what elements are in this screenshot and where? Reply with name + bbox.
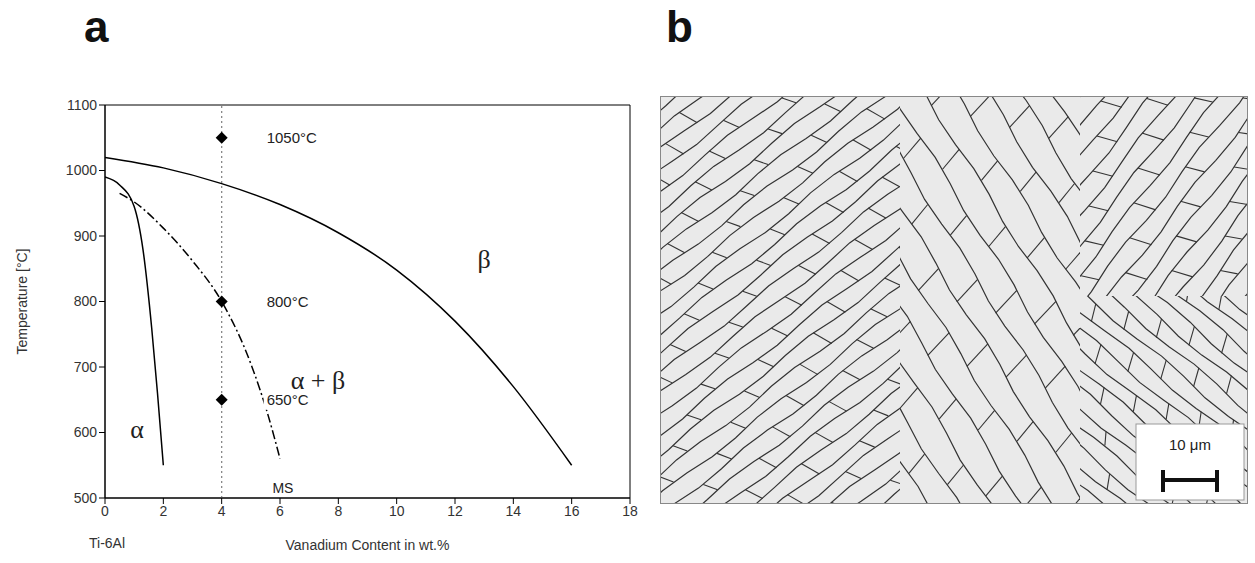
svg-text:500: 500	[74, 490, 98, 506]
svg-text:α: α	[130, 415, 144, 444]
svg-text:1050°C: 1050°C	[267, 129, 317, 146]
svg-text:700: 700	[74, 359, 98, 375]
svg-text:Vanadium Content in wt.%: Vanadium Content in wt.%	[286, 537, 450, 553]
svg-text:0: 0	[101, 503, 109, 519]
svg-text:800: 800	[74, 293, 98, 309]
html-text:a: a	[84, 2, 109, 51]
svg-text:900: 900	[74, 228, 98, 244]
html-text:Ti-6Al: Ti-6Al	[89, 535, 125, 551]
svg-text:1000: 1000	[66, 162, 97, 178]
svg-text:β: β	[478, 245, 491, 274]
svg-text:10: 10	[389, 503, 405, 519]
svg-text:1100: 1100	[67, 97, 97, 113]
svg-text:800°C: 800°C	[267, 293, 309, 310]
svg-text:650°C: 650°C	[266, 390, 309, 408]
svg-text:12: 12	[447, 503, 463, 519]
svg-text:8: 8	[334, 503, 342, 519]
svg-text:MS: MS	[272, 480, 293, 496]
svg-text:α + β: α + β	[291, 366, 346, 395]
svg-text:14: 14	[506, 503, 522, 519]
svg-text:6: 6	[276, 503, 284, 519]
svg-text:10 μm: 10 μm	[1169, 436, 1211, 453]
html-text:b: b	[666, 2, 693, 51]
svg-text:600: 600	[74, 424, 98, 440]
svg-text:18: 18	[622, 503, 638, 519]
svg-text:2: 2	[159, 503, 167, 519]
svg-text:Temperature [°C]: Temperature [°C]	[14, 249, 30, 355]
svg-text:16: 16	[564, 503, 580, 519]
svg-text:4: 4	[218, 503, 226, 519]
